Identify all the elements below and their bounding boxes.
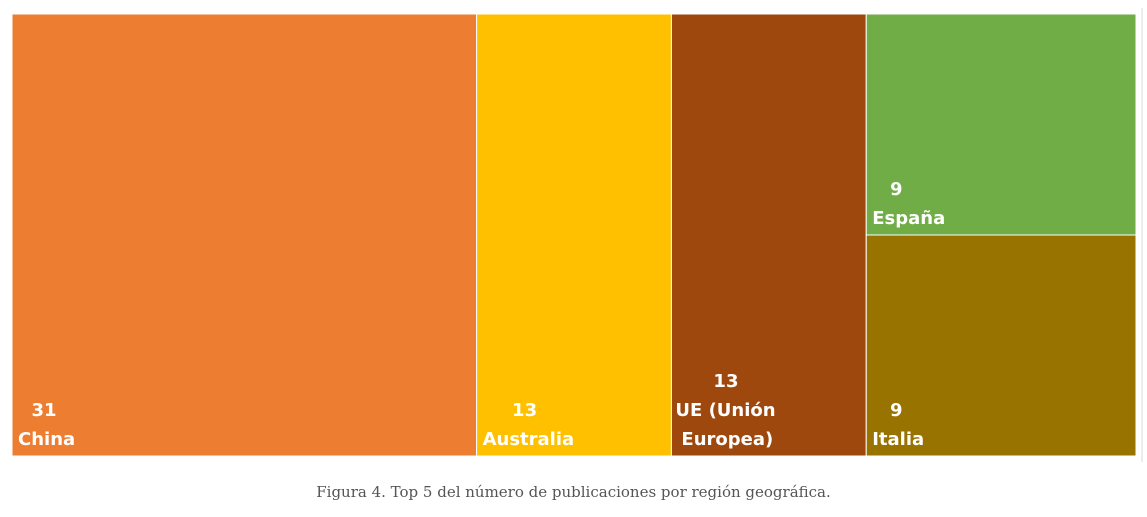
tile-ue-union-europea: 13 UE (Unión Europea) <box>670 13 867 457</box>
tile-rect-australia <box>476 13 672 457</box>
tile-rect-italia <box>865 234 1137 457</box>
treemap-chart: 31 China 13 Australia 13 UE (Unión Europea) 9 Es… <box>11 8 1143 462</box>
tile-italia: 9 Italia <box>865 234 1137 457</box>
tile-value-ue-union-europea: 13 <box>713 371 738 392</box>
tile-value-espana: 9 <box>890 179 903 200</box>
tile-label-australia: Australia <box>483 429 575 450</box>
figure-caption: Figura 4. Top 5 del número de publicacio… <box>316 483 831 501</box>
tile-rect-ue-union-europea <box>670 13 867 457</box>
tile-espana: 9 España <box>865 13 1137 236</box>
tile-label-italia: Italia <box>872 429 924 450</box>
tile-value-china: 31 <box>31 400 56 421</box>
tile-value-australia: 13 <box>512 400 537 421</box>
tile-value-italia: 9 <box>890 400 903 421</box>
tile-label-espana: España <box>872 208 945 229</box>
tile-china: 31 China <box>11 13 478 457</box>
tile-label-ue-union-europea: UE (Unión Europea) <box>675 400 775 450</box>
tile-label-china: China <box>18 429 75 450</box>
tile-rect-espana <box>865 13 1137 236</box>
tile-rect-china <box>11 13 478 457</box>
tile-australia: 13 Australia <box>476 13 672 457</box>
